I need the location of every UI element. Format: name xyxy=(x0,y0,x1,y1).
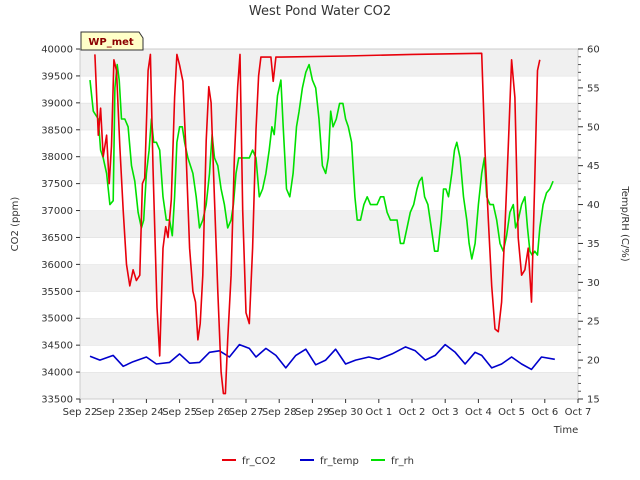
badge-box xyxy=(80,31,144,51)
y-tick-label: 39000 xyxy=(41,98,73,109)
x-axis-title: Time xyxy=(553,425,578,436)
x-tick-label: Sep 22 xyxy=(63,407,98,418)
band xyxy=(80,291,578,319)
y-axis-left: 33500 34000 34500 35000 35500 36000 36500 37000… xyxy=(41,45,80,406)
x-tick-label: Oct 1 xyxy=(365,407,392,418)
y-tick-label: 39500 xyxy=(41,71,73,82)
x-tick-label: Oct 5 xyxy=(498,407,525,418)
y-tick-label: 40000 xyxy=(41,45,73,56)
band xyxy=(80,156,578,184)
x-tick-label: Sep 27 xyxy=(229,407,264,418)
y2-tick-label: 25 xyxy=(587,317,600,328)
y2-tick-label: 30 xyxy=(587,278,600,289)
chart-title: West Pond Water CO2 xyxy=(249,4,391,19)
y-tick-label: 38000 xyxy=(41,152,73,163)
x-tick-label: Sep 25 xyxy=(162,407,197,418)
series-fr-CO2 xyxy=(94,52,541,395)
legend-label: fr_rh xyxy=(391,456,414,467)
series-lines xyxy=(89,52,555,395)
legend-label: fr_CO2 xyxy=(242,456,276,467)
y-tick-label: 36500 xyxy=(41,233,73,244)
x-tick-label: Sep 29 xyxy=(295,407,330,418)
x-tick-label: Oct 2 xyxy=(399,407,426,418)
y2-tick-label: 45 xyxy=(587,161,600,172)
y-tick-label: 35500 xyxy=(41,287,73,298)
y2-axis-title: Temp/RH (C/%) xyxy=(619,185,630,261)
band xyxy=(80,102,578,130)
x-tick-label: Oct 6 xyxy=(531,407,558,418)
badge: WP_met xyxy=(80,31,144,51)
y2-tick-label: 20 xyxy=(587,356,600,367)
legend: fr_CO2 fr_temp fr_rh xyxy=(222,456,414,467)
x-tick-label: Sep 26 xyxy=(195,407,230,418)
x-tick-label: Sep 28 xyxy=(262,407,297,418)
y-tick-label: 37500 xyxy=(41,179,73,190)
y2-tick-label: 60 xyxy=(587,45,600,56)
legend-label: fr_temp xyxy=(320,456,359,467)
x-tick-label: Oct 4 xyxy=(465,407,492,418)
y-axis-title: CO2 (ppm) xyxy=(10,197,21,252)
x-tick-label: Oct 7 xyxy=(565,407,592,418)
y2-tick-label: 15 xyxy=(587,395,600,406)
y2-tick-label: 40 xyxy=(587,200,600,211)
band xyxy=(80,49,578,76)
x-tick-label: Sep 24 xyxy=(129,407,164,418)
x-tick-label: Sep 30 xyxy=(328,407,363,418)
band xyxy=(80,318,578,346)
y2-tick-label: 55 xyxy=(587,83,600,94)
plot-frame xyxy=(79,48,579,400)
y-tick-label: 37000 xyxy=(41,206,73,217)
y-tick-label: 35000 xyxy=(41,314,73,325)
badge-label: WP_met xyxy=(88,37,134,48)
y-tick-label: 34500 xyxy=(41,341,73,352)
y-tick-label: 36000 xyxy=(41,260,73,271)
band xyxy=(80,372,578,399)
y-tick-label: 33500 xyxy=(41,395,73,406)
x-tick-label: Oct 3 xyxy=(432,407,459,418)
band xyxy=(80,345,578,373)
y-axis-right: 15 20 25 30 35 40 45 50 55 60 xyxy=(578,45,600,406)
series-fr-rh xyxy=(89,63,554,260)
y2-tick-label: 35 xyxy=(587,239,600,250)
y-tick-label: 34000 xyxy=(41,368,73,379)
x-tick-label: Sep 23 xyxy=(96,407,131,418)
band xyxy=(80,75,578,103)
y2-tick-label: 50 xyxy=(587,122,600,133)
y-tick-label: 38500 xyxy=(41,125,73,136)
series-fr-temp xyxy=(89,343,555,371)
